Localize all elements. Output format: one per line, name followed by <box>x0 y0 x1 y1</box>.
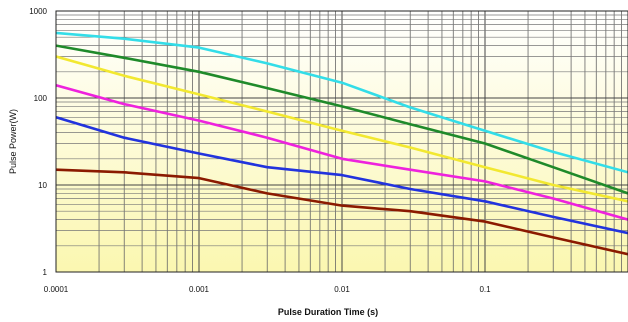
y-tick-label: 1000 <box>29 7 47 16</box>
plot-border <box>55 10 628 273</box>
x-tick-label: 0.1 <box>479 285 491 294</box>
series-line-6 <box>56 168 628 256</box>
x-axis-title: Pulse Duration Time (s) <box>278 307 378 317</box>
series-line-4 <box>56 84 628 221</box>
series-line-3 <box>56 55 628 203</box>
y-axis-title: Pulse Power(W) <box>8 109 18 174</box>
x-tick-labels: 0.0001 0.001 0.01 0.1 <box>44 285 491 294</box>
y-tick-labels: 1 10 100 1000 <box>29 7 47 277</box>
x-tick-label: 0.01 <box>334 285 350 294</box>
y-tick-label: 1 <box>43 268 48 277</box>
y-tick-label: 100 <box>34 94 48 103</box>
series-line-2 <box>56 44 628 195</box>
series-layer <box>56 31 628 256</box>
y-tick-label: 10 <box>38 181 47 190</box>
x-tick-label: 0.001 <box>189 285 210 294</box>
x-tick-label: 0.0001 <box>44 285 69 294</box>
series-line-1 <box>56 31 628 174</box>
series-line-5 <box>56 116 628 235</box>
